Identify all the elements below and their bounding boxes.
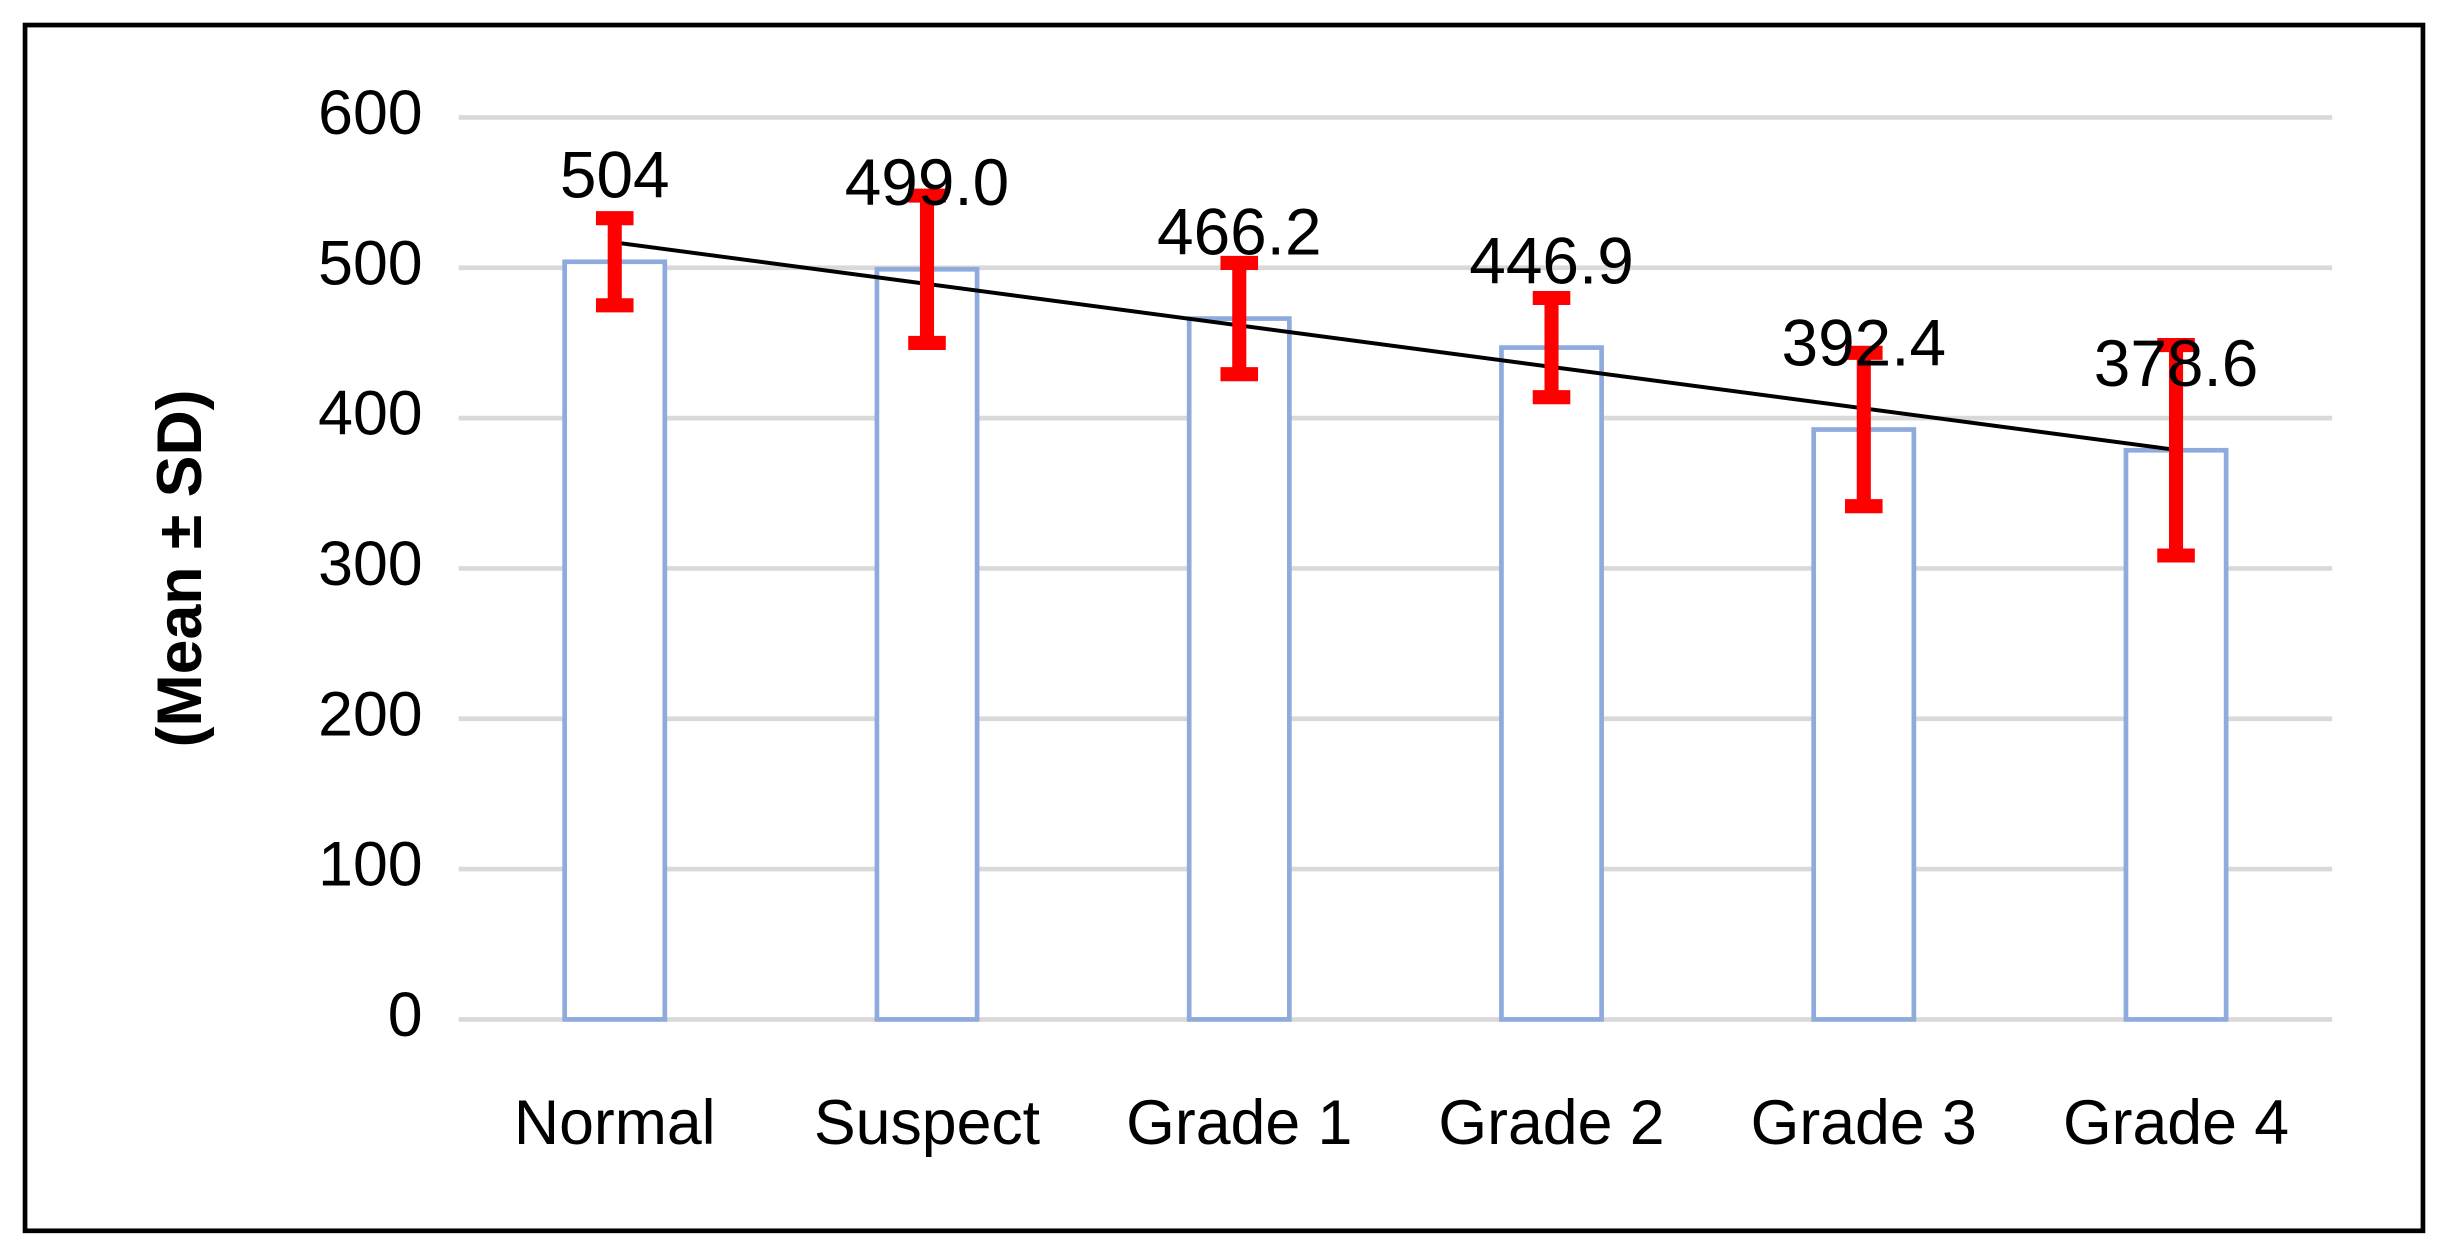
bar bbox=[1499, 345, 1604, 1022]
x-tick-label: Grade 4 bbox=[2063, 1088, 2289, 1158]
x-tick-label: Grade 2 bbox=[1438, 1088, 1664, 1158]
value-label: 499.0 bbox=[845, 145, 1010, 219]
y-tick-label: 100 bbox=[318, 830, 422, 900]
value-label: 504 bbox=[560, 138, 670, 212]
y-tick-label: 200 bbox=[318, 679, 422, 749]
x-tick-label: Grade 1 bbox=[1126, 1088, 1352, 1158]
value-label: 466.2 bbox=[1157, 195, 1322, 269]
bar bbox=[1811, 427, 1917, 1022]
y-tick-label: 500 bbox=[318, 228, 422, 298]
y-tick-label: 600 bbox=[318, 78, 422, 148]
y-tick-label: 0 bbox=[388, 980, 423, 1050]
bar bbox=[874, 266, 980, 1022]
error-bar bbox=[595, 211, 634, 313]
value-label: 446.9 bbox=[1469, 224, 1634, 298]
error-bar bbox=[908, 188, 946, 350]
y-axis-label: (Mean ± SD) bbox=[145, 389, 215, 747]
value-label: 378.6 bbox=[2094, 326, 2259, 400]
x-tick-label: Suspect bbox=[814, 1088, 1040, 1158]
y-tick-label: 300 bbox=[318, 529, 422, 599]
y-tick-label: 400 bbox=[318, 379, 422, 449]
error-bar bbox=[2157, 337, 2195, 563]
bar bbox=[562, 259, 668, 1022]
x-tick-label: Grade 3 bbox=[1751, 1088, 1977, 1158]
trend-line bbox=[614, 240, 2177, 452]
error-bar bbox=[1845, 345, 1883, 514]
error-bar bbox=[1532, 290, 1571, 405]
x-tick-label: Normal bbox=[514, 1088, 716, 1158]
value-label: 392.4 bbox=[1782, 305, 1947, 379]
error-bar bbox=[1220, 255, 1259, 382]
bar bbox=[1186, 316, 1292, 1022]
